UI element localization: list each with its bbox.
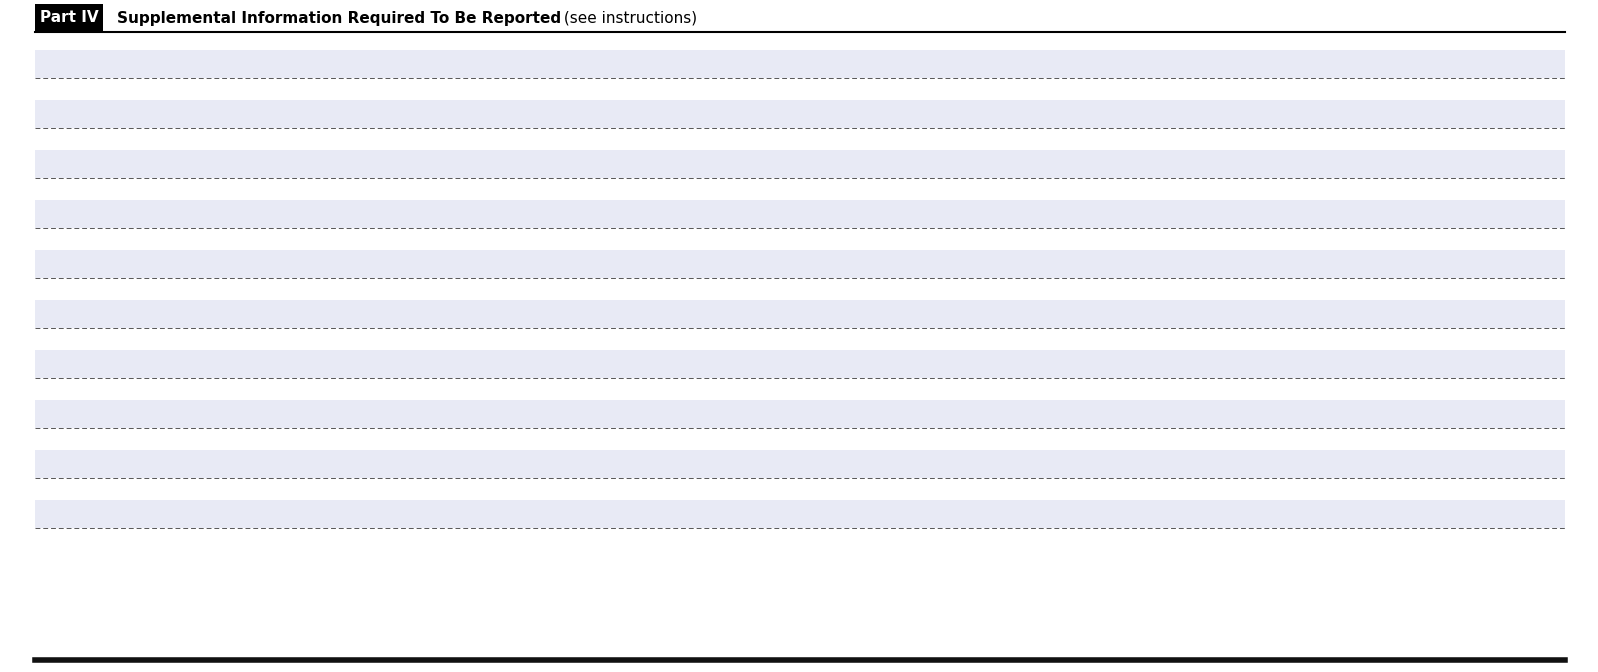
Text: (see instructions): (see instructions) (559, 11, 697, 26)
Bar (35, 300, 1564, 328)
Bar (35, 400, 1564, 428)
Bar (35, 50, 1564, 78)
Bar (35, 250, 1564, 278)
Bar (35, 4, 102, 32)
Bar (35, 150, 1564, 178)
Text: Part IV: Part IV (40, 11, 99, 26)
Bar (35, 500, 1564, 528)
Bar (35, 100, 1564, 128)
Bar (35, 200, 1564, 228)
Bar (35, 450, 1564, 478)
Text: Supplemental Information Required To Be Reported: Supplemental Information Required To Be … (117, 11, 561, 26)
Bar (35, 350, 1564, 378)
